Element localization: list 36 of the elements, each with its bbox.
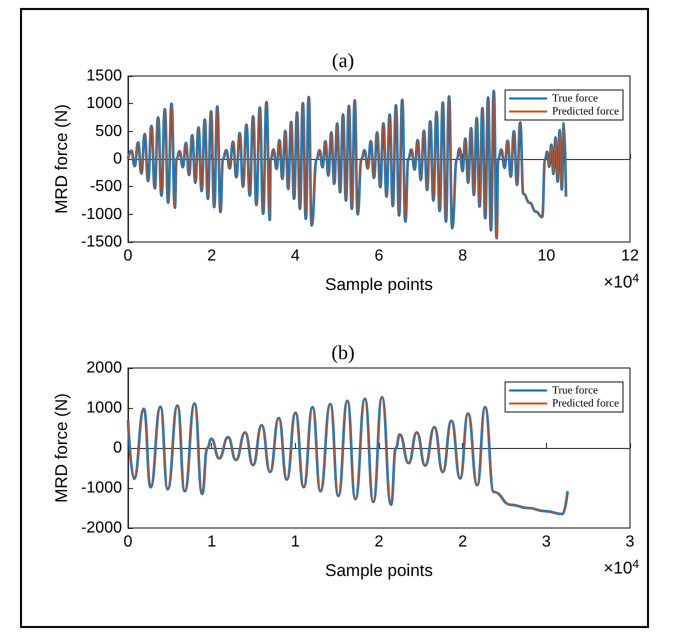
x-tick-label: 4 <box>290 248 300 264</box>
y-tick-label: 0 <box>113 440 122 456</box>
legend-label: True force <box>552 384 598 396</box>
legend-label: True force <box>552 92 598 104</box>
x-tick-label: 2 <box>207 248 216 264</box>
x-tick-label: 0 <box>124 534 133 550</box>
x-tick-label: 10 <box>537 248 556 264</box>
y-tick-label: -2000 <box>81 520 122 536</box>
x-tick-label: 1 <box>290 534 300 550</box>
x-tick-label: 8 <box>458 248 468 264</box>
legend-label: Predicted force <box>552 398 620 410</box>
x-tick-label: 0 <box>124 248 133 264</box>
y-tick-label: 500 <box>95 122 122 140</box>
x-tick-label: 12 <box>621 248 639 264</box>
x-tick-label: 3 <box>542 534 551 550</box>
x-tick-label: 2 <box>374 534 384 550</box>
chart-title: (a) <box>332 50 354 72</box>
x-tick-label: 3 <box>626 534 635 550</box>
y-tick-label: 1000 <box>86 400 122 416</box>
x-tick-label: 1 <box>207 534 216 550</box>
legend-label: Predicted force <box>552 106 620 118</box>
y-tick-label: 1000 <box>86 95 122 112</box>
y-tick-label: -1000 <box>81 206 122 223</box>
x-axis-title: Sample points <box>325 561 433 580</box>
y-tick-label: -1000 <box>81 480 122 496</box>
y-axis-title: MRD force (N) <box>52 393 71 503</box>
y-tick-label: -1500 <box>81 234 122 250</box>
y-tick-label: 0 <box>113 150 122 168</box>
chart-title: (b) <box>331 342 355 364</box>
y-tick-label: -500 <box>90 178 122 196</box>
x-tick-label: 2 <box>458 534 468 550</box>
x-tick-label: 6 <box>374 248 384 264</box>
y-axis-title: MRD force (N) <box>52 104 71 214</box>
x-axis-title: Sample points <box>325 275 433 294</box>
y-tick-label: 2000 <box>86 360 122 376</box>
y-tick-label: 1500 <box>86 68 122 84</box>
